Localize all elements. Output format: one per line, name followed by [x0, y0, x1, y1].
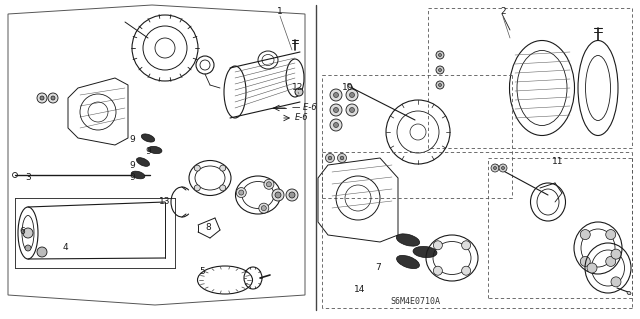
Circle shape — [580, 256, 590, 266]
Circle shape — [580, 230, 590, 240]
Circle shape — [349, 108, 355, 113]
Circle shape — [436, 66, 444, 74]
Text: 6: 6 — [19, 227, 25, 236]
Circle shape — [587, 263, 597, 273]
Text: 14: 14 — [355, 286, 365, 294]
Ellipse shape — [136, 158, 150, 166]
Text: 2: 2 — [500, 8, 506, 17]
Circle shape — [493, 167, 497, 169]
Circle shape — [333, 93, 339, 98]
Circle shape — [259, 203, 269, 213]
Circle shape — [333, 122, 339, 128]
Circle shape — [605, 256, 616, 266]
Circle shape — [295, 88, 303, 96]
Circle shape — [438, 69, 442, 71]
Circle shape — [330, 89, 342, 101]
Ellipse shape — [141, 134, 155, 142]
Text: 11: 11 — [552, 158, 564, 167]
Circle shape — [438, 84, 442, 86]
Circle shape — [328, 156, 332, 160]
Circle shape — [611, 249, 621, 259]
Circle shape — [349, 93, 355, 98]
Ellipse shape — [131, 171, 145, 179]
Ellipse shape — [413, 246, 437, 257]
Text: 9: 9 — [129, 174, 135, 182]
Circle shape — [25, 245, 31, 251]
Circle shape — [330, 119, 342, 131]
Circle shape — [40, 96, 44, 100]
Circle shape — [220, 185, 226, 191]
Circle shape — [438, 54, 442, 56]
Ellipse shape — [396, 234, 420, 246]
Text: 7: 7 — [375, 263, 381, 272]
Circle shape — [239, 190, 244, 195]
Text: E-6: E-6 — [295, 114, 308, 122]
Text: 8: 8 — [205, 224, 211, 233]
Circle shape — [346, 104, 358, 116]
Ellipse shape — [493, 164, 499, 168]
Circle shape — [261, 206, 266, 211]
Circle shape — [461, 266, 470, 275]
Circle shape — [23, 228, 33, 238]
Circle shape — [286, 189, 298, 201]
Text: 9: 9 — [129, 160, 135, 169]
Circle shape — [436, 81, 444, 89]
Text: 13: 13 — [159, 197, 171, 206]
Circle shape — [326, 153, 335, 162]
Ellipse shape — [397, 256, 419, 269]
Circle shape — [236, 188, 246, 197]
Circle shape — [461, 241, 470, 250]
Ellipse shape — [148, 146, 162, 154]
Circle shape — [611, 277, 621, 287]
Text: 9: 9 — [145, 147, 151, 157]
Circle shape — [433, 266, 442, 275]
Circle shape — [220, 165, 226, 171]
Text: S6M4E0710A: S6M4E0710A — [390, 298, 440, 307]
Circle shape — [195, 165, 200, 171]
Circle shape — [333, 108, 339, 113]
Circle shape — [275, 192, 281, 198]
Text: 3: 3 — [25, 174, 31, 182]
Text: 1: 1 — [277, 8, 283, 17]
Circle shape — [499, 164, 507, 172]
Circle shape — [37, 247, 47, 257]
Circle shape — [340, 156, 344, 160]
Circle shape — [433, 241, 442, 250]
Text: 9: 9 — [129, 136, 135, 145]
Circle shape — [264, 179, 274, 189]
Circle shape — [346, 89, 358, 101]
Text: 5: 5 — [199, 268, 205, 277]
Circle shape — [337, 153, 346, 162]
Circle shape — [266, 182, 271, 187]
Circle shape — [48, 93, 58, 103]
Circle shape — [436, 51, 444, 59]
Text: — E-6: — E-6 — [292, 103, 317, 113]
Ellipse shape — [348, 84, 352, 88]
Circle shape — [605, 230, 616, 240]
Ellipse shape — [627, 291, 631, 295]
Circle shape — [502, 167, 504, 169]
Circle shape — [195, 185, 200, 191]
Circle shape — [491, 164, 499, 172]
Text: 10: 10 — [342, 84, 354, 93]
Circle shape — [289, 192, 295, 198]
Text: 4: 4 — [62, 243, 68, 253]
Circle shape — [330, 104, 342, 116]
Circle shape — [51, 96, 55, 100]
Text: 12: 12 — [292, 84, 304, 93]
Circle shape — [37, 93, 47, 103]
Circle shape — [272, 189, 284, 201]
